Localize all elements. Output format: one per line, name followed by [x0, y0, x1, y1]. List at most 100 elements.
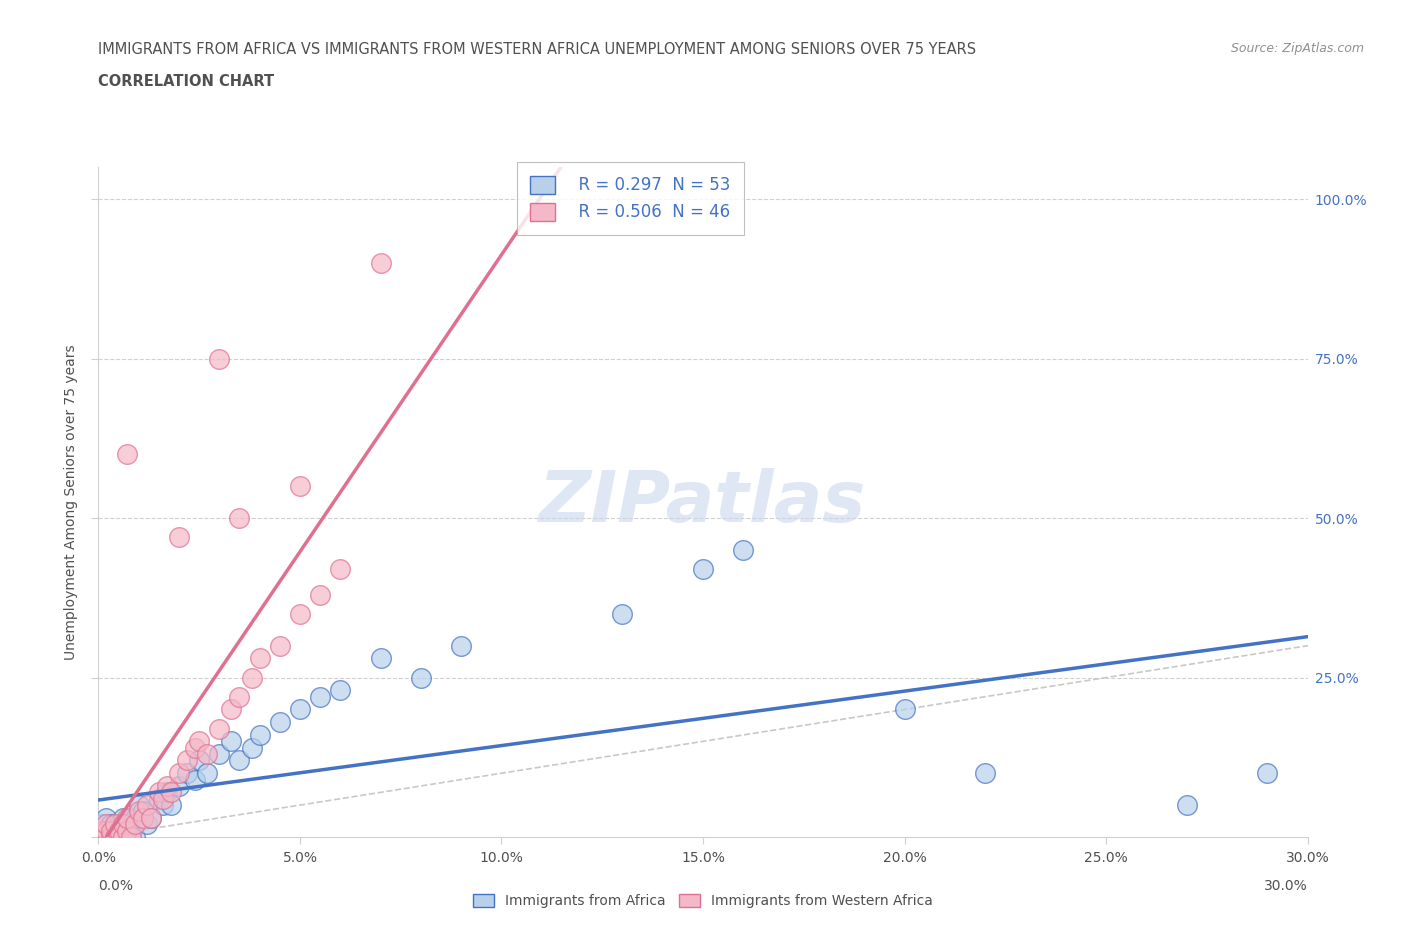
Point — [96, 817, 118, 831]
Point — [221, 702, 243, 717]
Point — [107, 817, 129, 831]
Point — [240, 740, 263, 755]
Point — [409, 671, 432, 685]
Point — [91, 830, 114, 844]
Point — [91, 830, 114, 844]
Point — [288, 479, 311, 494]
Point — [167, 765, 190, 780]
Point — [249, 727, 271, 742]
Point — [370, 651, 392, 666]
Point — [152, 791, 174, 806]
Point — [221, 734, 243, 749]
Point — [135, 817, 157, 831]
Point — [176, 753, 198, 768]
Point — [733, 542, 755, 557]
Text: IMMIGRANTS FROM AFRICA VS IMMIGRANTS FROM WESTERN AFRICA UNEMPLOYMENT AMONG SENI: IMMIGRANTS FROM AFRICA VS IMMIGRANTS FRO… — [98, 42, 977, 57]
Point — [208, 352, 231, 366]
Point — [309, 587, 332, 602]
Point — [91, 823, 114, 838]
Point — [115, 830, 138, 844]
Point — [107, 823, 129, 838]
Point — [329, 562, 352, 577]
Point — [103, 830, 125, 844]
Point — [288, 702, 311, 717]
Point — [156, 785, 179, 800]
Point — [132, 804, 155, 819]
Point — [160, 785, 183, 800]
Point — [96, 823, 118, 838]
Point — [184, 772, 207, 787]
Point — [120, 830, 142, 844]
Point — [120, 823, 142, 838]
Point — [208, 721, 231, 736]
Y-axis label: Unemployment Among Seniors over 75 years: Unemployment Among Seniors over 75 years — [65, 344, 79, 660]
Point — [1256, 765, 1278, 780]
Point — [156, 778, 179, 793]
Point — [612, 606, 634, 621]
Legend:   R = 0.297  N = 53,   R = 0.506  N = 46: R = 0.297 N = 53, R = 0.506 N = 46 — [517, 163, 744, 234]
Point — [107, 830, 129, 844]
Point — [249, 651, 271, 666]
Point — [288, 606, 311, 621]
Point — [107, 830, 129, 844]
Point — [139, 810, 162, 825]
Point — [124, 817, 146, 831]
Point — [115, 447, 138, 462]
Point — [100, 817, 122, 831]
Point — [240, 671, 263, 685]
Point — [135, 798, 157, 813]
Point — [96, 830, 118, 844]
Point — [120, 830, 142, 844]
Point — [96, 810, 118, 825]
Point — [167, 530, 190, 545]
Point — [111, 817, 134, 831]
Point — [148, 785, 170, 800]
Text: 0.0%: 0.0% — [98, 879, 134, 893]
Point — [228, 753, 250, 768]
Text: ZIPatlas: ZIPatlas — [540, 468, 866, 537]
Point — [195, 747, 218, 762]
Point — [208, 747, 231, 762]
Point — [103, 823, 125, 838]
Point — [111, 810, 134, 825]
Point — [329, 683, 352, 698]
Point — [152, 798, 174, 813]
Point — [450, 638, 472, 653]
Point — [115, 817, 138, 831]
Point — [107, 823, 129, 838]
Point — [91, 830, 114, 844]
Point — [269, 638, 291, 653]
Point — [176, 765, 198, 780]
Point — [124, 810, 146, 825]
Point — [128, 804, 150, 819]
Text: CORRELATION CHART: CORRELATION CHART — [98, 74, 274, 89]
Point — [132, 810, 155, 825]
Legend: Immigrants from Africa, Immigrants from Western Africa: Immigrants from Africa, Immigrants from … — [467, 889, 939, 914]
Point — [188, 734, 211, 749]
Point — [111, 830, 134, 844]
Point — [139, 810, 162, 825]
Point — [96, 823, 118, 838]
Point — [91, 830, 114, 844]
Point — [115, 823, 138, 838]
Point — [160, 798, 183, 813]
Point — [893, 702, 915, 717]
Point — [228, 689, 250, 704]
Point — [195, 765, 218, 780]
Point — [692, 562, 714, 577]
Point — [309, 689, 332, 704]
Point — [184, 740, 207, 755]
Point — [96, 830, 118, 844]
Text: 30.0%: 30.0% — [1264, 879, 1308, 893]
Point — [103, 817, 125, 831]
Point — [100, 830, 122, 844]
Point — [111, 830, 134, 844]
Point — [115, 810, 138, 825]
Point — [100, 830, 122, 844]
Text: Source: ZipAtlas.com: Source: ZipAtlas.com — [1230, 42, 1364, 55]
Point — [100, 823, 122, 838]
Point — [228, 511, 250, 525]
Point — [124, 830, 146, 844]
Point — [974, 765, 997, 780]
Point — [128, 798, 150, 813]
